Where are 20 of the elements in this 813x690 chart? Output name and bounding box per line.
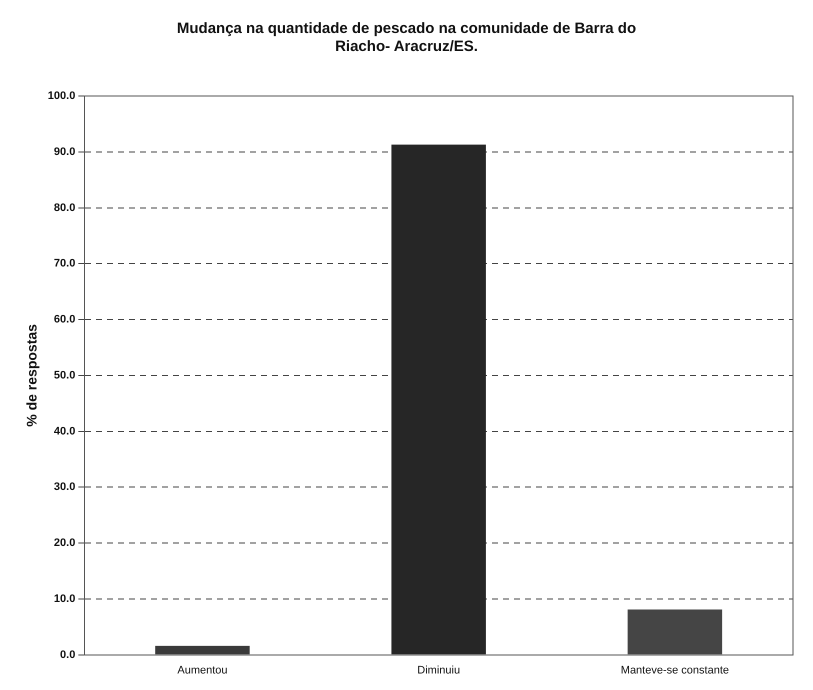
y-tick-label: 60.0 bbox=[54, 314, 76, 326]
bar bbox=[391, 144, 486, 654]
bar bbox=[155, 646, 250, 654]
x-tick-label: Diminuiu bbox=[417, 664, 460, 676]
y-tick-label: 50.0 bbox=[54, 369, 76, 382]
text: Riacho- Aracruz/ES. bbox=[335, 38, 478, 56]
y-tick-label: 100.0 bbox=[48, 90, 76, 102]
bar bbox=[628, 610, 722, 654]
y-tick-label: 90.0 bbox=[54, 146, 76, 158]
x-tick-label: Manteve-se constante bbox=[620, 664, 730, 676]
y-tick-label: 30.0 bbox=[54, 481, 76, 494]
y-axis-title: % de respostas bbox=[23, 324, 40, 427]
y-tick-label: 10.0 bbox=[54, 592, 76, 605]
y-tick-label: 70.0 bbox=[54, 258, 76, 270]
y-tick-label: 0.0 bbox=[60, 648, 76, 661]
y-tick-label: 40.0 bbox=[54, 425, 76, 438]
y-tick-label: 80.0 bbox=[54, 202, 76, 214]
x-tick-label: Aumentou bbox=[177, 664, 228, 676]
text: Mudança na quantidade de pescado na comunidade de Barra do bbox=[176, 20, 636, 38]
y-tick-label: 20.0 bbox=[54, 537, 76, 550]
